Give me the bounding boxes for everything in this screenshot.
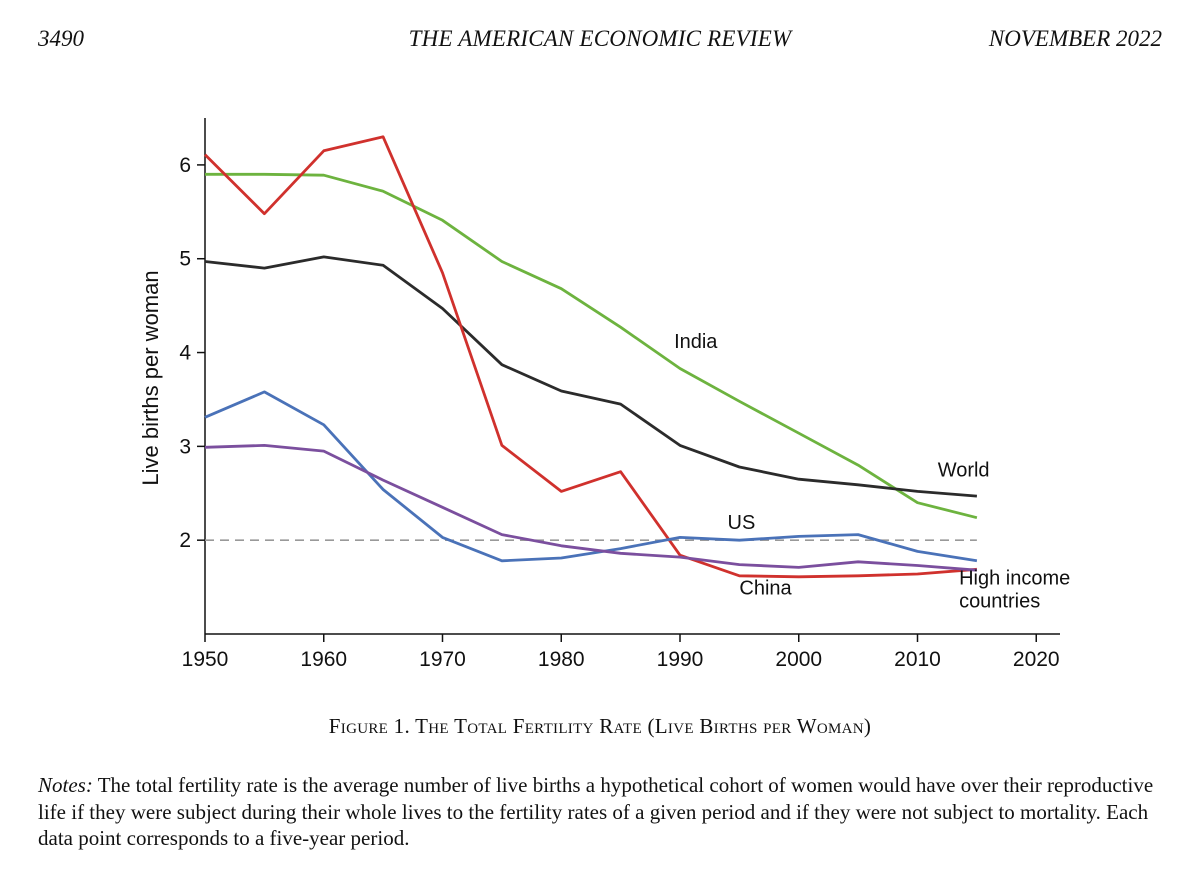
x-tick-label: 1980 xyxy=(538,648,585,671)
x-tick-label: 2010 xyxy=(894,648,941,671)
y-tick-label: 4 xyxy=(179,342,191,365)
series-line-india xyxy=(205,172,978,520)
y-tick-label: 2 xyxy=(179,529,191,552)
fertility-rate-chart: 1950 1960 1970 1980 1990 2000 2010 2020 2 3 4 5 6 In… xyxy=(138,118,1070,671)
running-head: 3490 THE AMERICAN ECONOMIC REVIEW NOVEMB… xyxy=(38,26,1162,56)
page-number: 3490 xyxy=(38,26,84,51)
x-tick-label: 1960 xyxy=(300,648,347,671)
journal-title: THE AMERICAN ECONOMIC REVIEW xyxy=(408,26,792,51)
series-line-high-income-countries xyxy=(204,443,978,572)
figure-notes: Notes: The total fertility rate is the a… xyxy=(38,772,1166,852)
notes-label: Notes: xyxy=(38,773,93,797)
series-label: High income xyxy=(959,567,1070,589)
x-tick-label: 2000 xyxy=(775,648,822,671)
y-axis-label: Live births per woman xyxy=(138,270,163,485)
series-label: countries xyxy=(959,591,1040,613)
series-label: India xyxy=(674,331,718,353)
x-tick-label: 2020 xyxy=(1013,648,1060,671)
issue-date: NOVEMBER 2022 xyxy=(988,26,1162,51)
series-line-world xyxy=(204,255,978,498)
y-tick-label: 3 xyxy=(179,435,191,458)
chart-axes: 1950 1960 1970 1980 1990 2000 2010 2020 2 3 4 5 6 xyxy=(179,118,1060,671)
x-tick-label: 1990 xyxy=(657,648,704,671)
x-tick-label: 1950 xyxy=(182,648,229,671)
series-label: World xyxy=(938,459,990,481)
series-line-us xyxy=(204,390,978,563)
figure-caption: Figure 1. The Total Fertility Rate (Live… xyxy=(328,714,872,738)
series-line-china xyxy=(204,135,978,579)
series-label: China xyxy=(739,578,792,600)
y-tick-label: 6 xyxy=(179,154,191,177)
chart-series xyxy=(204,135,978,579)
notes-text: The total fertility rate is the average … xyxy=(38,773,1154,850)
x-tick-label: 1970 xyxy=(419,648,466,671)
series-label: US xyxy=(728,512,756,534)
y-tick-label: 5 xyxy=(179,248,191,271)
